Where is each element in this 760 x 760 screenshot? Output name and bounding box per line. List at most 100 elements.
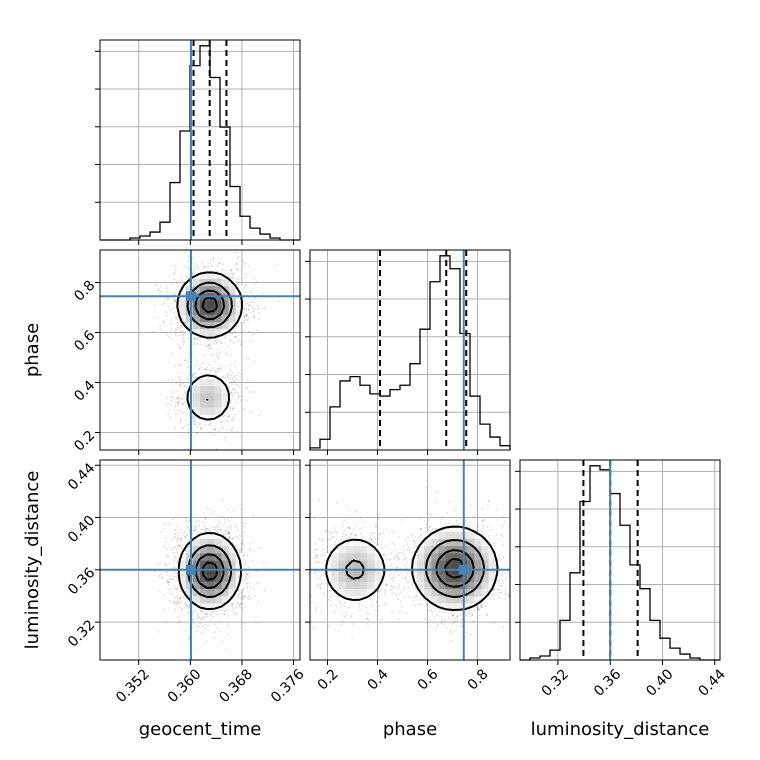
sample-point: [246, 554, 249, 557]
sample-point: [399, 610, 401, 613]
density-cell: [207, 321, 215, 330]
sample-point: [243, 265, 246, 268]
sample-point: [247, 265, 250, 267]
sample-point: [200, 427, 203, 430]
sample-point: [165, 334, 168, 337]
sample-point: [234, 378, 237, 381]
sample-point: [244, 262, 247, 264]
sample-point: [210, 512, 213, 515]
sample-point: [251, 307, 254, 310]
sample-point: [177, 409, 180, 412]
sample-point: [202, 610, 205, 613]
sample-point: [201, 528, 204, 531]
sample-point: [231, 231, 233, 233]
sample-point: [212, 612, 215, 615]
sample-point: [199, 622, 201, 625]
density-cell: [228, 567, 237, 575]
histogram-luminosity_distance: [520, 465, 720, 661]
sample-point: [243, 595, 245, 598]
sample-point: [174, 265, 177, 267]
sample-point: [229, 339, 232, 342]
sample-point: [172, 307, 175, 310]
sample-point: [166, 314, 169, 317]
sample-point: [208, 507, 211, 510]
density-cell: [214, 414, 222, 422]
sample-point: [192, 416, 195, 419]
sample-point: [232, 380, 235, 383]
sample-point: [198, 615, 201, 618]
sample-point: [170, 308, 173, 311]
density-cell: [178, 552, 187, 561]
sample-point: [221, 516, 224, 519]
sample-point: [212, 510, 215, 513]
sample-point: [205, 527, 208, 530]
density-cell: [200, 595, 208, 604]
sample-point: [358, 609, 361, 612]
sample-point: [245, 583, 248, 586]
sample-point: [197, 267, 200, 270]
sample-point: [164, 547, 166, 549]
sample-point: [239, 343, 242, 346]
sample-point: [234, 365, 237, 368]
sample-point: [246, 386, 248, 389]
sample-point: [249, 292, 252, 295]
sample-point: [233, 391, 236, 394]
sample-point: [245, 314, 248, 316]
sample-point: [181, 398, 184, 401]
sample-point: [165, 555, 168, 558]
sample-point: [216, 371, 219, 374]
sample-point: [223, 337, 226, 339]
sample-point: [194, 527, 197, 530]
x-tick-label: 0.376: [268, 666, 308, 706]
sample-point: [197, 617, 200, 619]
sample-point: [228, 382, 231, 384]
sample-point: [203, 613, 206, 615]
density-cell: [192, 531, 201, 540]
sample-point: [172, 272, 175, 275]
sample-point: [204, 368, 206, 370]
sample-point: [172, 578, 175, 581]
sample-point: [257, 305, 260, 307]
density-cell: [192, 392, 201, 401]
sample-point: [444, 522, 447, 525]
sample-point: [251, 304, 254, 307]
sample-point: [238, 386, 241, 388]
density-cell: [228, 560, 237, 568]
sample-point: [328, 624, 331, 627]
sample-point: [243, 622, 246, 624]
sample-point: [246, 399, 249, 402]
density-cell: [214, 595, 222, 604]
sample-point: [209, 347, 212, 350]
sample-point: [212, 342, 215, 345]
sample-point: [192, 256, 195, 259]
sample-point: [224, 439, 227, 441]
sample-point: [183, 424, 186, 427]
x-tick-label: 0.360: [165, 666, 205, 706]
sample-point: [167, 379, 170, 381]
sample-point: [239, 373, 241, 376]
density-cell: [235, 285, 244, 294]
sample-point: [232, 510, 235, 512]
sample-point: [173, 300, 176, 303]
sample-point: [244, 605, 246, 608]
sample-point: [227, 614, 230, 617]
sample-point: [175, 401, 178, 404]
sample-point: [175, 588, 178, 591]
sample-point: [203, 512, 206, 514]
sample-point: [223, 518, 226, 521]
sample-point: [183, 340, 186, 343]
sample-point: [180, 528, 182, 531]
sample-point: [200, 610, 203, 613]
sample-point: [498, 580, 500, 583]
sample-point: [179, 330, 182, 332]
y-tick-label: 0.6: [71, 327, 98, 354]
sample-point: [256, 281, 259, 283]
sample-point: [192, 373, 195, 376]
sample-point: [236, 613, 239, 616]
sample-point: [182, 333, 184, 336]
sample-point: [230, 428, 233, 431]
sample-point: [232, 607, 235, 609]
sample-point: [248, 304, 251, 307]
sample-point: [174, 535, 177, 538]
sample-point: [177, 324, 179, 327]
